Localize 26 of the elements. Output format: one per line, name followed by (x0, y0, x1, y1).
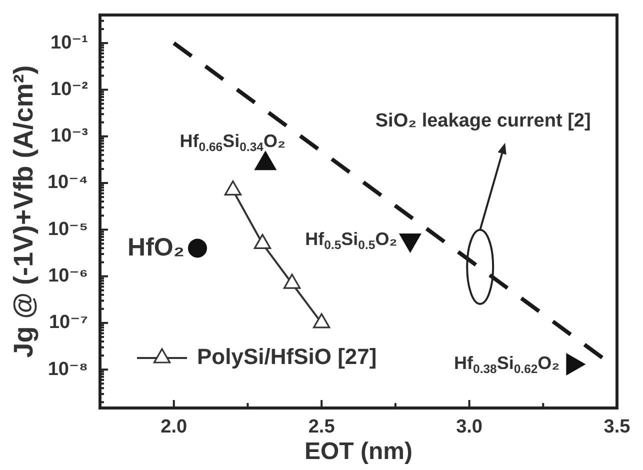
point (254, 151, 276, 170)
legend-label: PolySi/HfSiO [27] (197, 344, 377, 370)
x-tick-label: 3.0 (456, 416, 482, 438)
y-axis-title: Jg @ (-1V)+Vfb (A/cm²) (8, 65, 39, 358)
point (312, 313, 330, 328)
y-tick-label: 10⁻² (50, 78, 88, 100)
annotation: Hf$_{0.38}$Si$_{0.62}$O₂ (454, 353, 560, 376)
y-tick-label: 10⁻⁴ (47, 172, 88, 194)
y-tick-label: 10⁻¹ (50, 32, 88, 54)
annotation: HfO₂ (128, 233, 184, 262)
y-tick-label: 10⁻⁶ (48, 266, 88, 287)
y-tick-label: 10⁻⁸ (48, 358, 88, 380)
y-tick-label: 10⁻⁷ (48, 312, 88, 334)
annotation: SiO₂ leakage current [2] (375, 110, 591, 132)
x-tick-label: 3.5 (604, 416, 631, 438)
x-axis-title: EOT (nm) (304, 438, 412, 466)
y-tick-label: 10⁻³ (50, 126, 88, 147)
annotation: Hf$_{0.66}$Si$_{0.34}$O₂ (180, 130, 286, 154)
x-tick-label: 2.0 (160, 416, 188, 438)
y-tick-label: 10⁻⁵ (48, 218, 88, 240)
point (566, 353, 586, 376)
x-tick-label: 2.5 (308, 416, 336, 438)
annotation: Hf$_{0.5}$Si$_{0.5}$O₂ (305, 229, 398, 252)
point (224, 180, 242, 196)
point (254, 234, 272, 249)
point (283, 274, 301, 289)
